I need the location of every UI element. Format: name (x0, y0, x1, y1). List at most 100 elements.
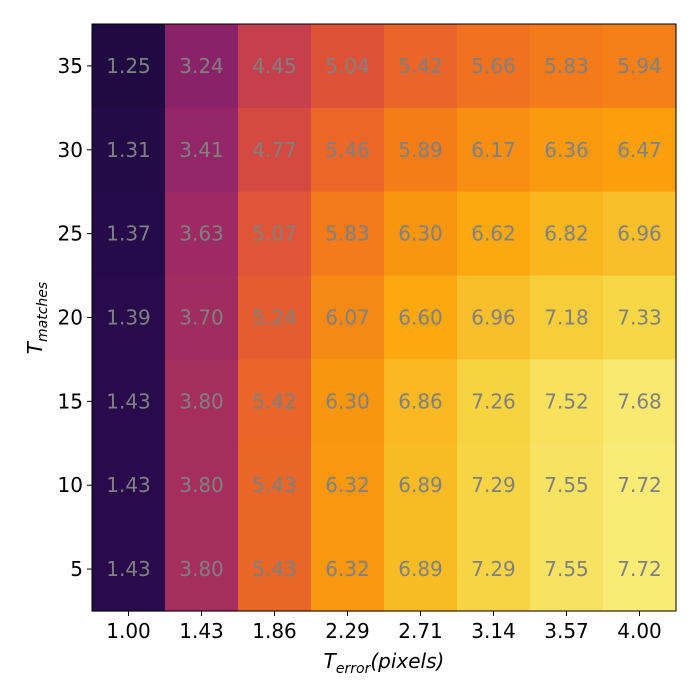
x-tick-label: 4.00 (617, 619, 662, 643)
y-tick-label: 5 (70, 557, 83, 581)
heatmap-cell (530, 24, 604, 109)
heatmap-cell (603, 443, 677, 528)
heatmap-cell (384, 527, 458, 612)
heatmap-cell (92, 107, 166, 193)
heatmap-cell (165, 275, 239, 361)
cell-labels: 1.25 3.24 4.45 5.04 5.42 5.66 5.83 5.94 1.31 3.41… (106, 54, 662, 581)
cell-value-label: 7.33 (617, 306, 662, 330)
heatmap-cell (238, 359, 312, 444)
y-tick-label: 10 (58, 473, 83, 497)
heatmap-cell (603, 527, 677, 612)
x-tick-label: 1.43 (179, 619, 224, 643)
cell-value-label: 7.52 (544, 389, 589, 413)
x-tick-label: 2.29 (325, 619, 370, 643)
y-tick-label: 35 (58, 54, 83, 78)
heatmap-cell (384, 443, 458, 528)
y-axis-ticks: 35 30 25 20 15 10 5 (58, 54, 92, 581)
cell-value-label: 7.72 (617, 473, 662, 497)
y-axis-title: Tmatches (23, 282, 51, 354)
heatmap-cell (457, 443, 531, 528)
heatmap-cell (384, 359, 458, 444)
cell-value-label: 6.30 (398, 222, 443, 246)
heatmap-cell (311, 359, 385, 444)
heatmap-cell (457, 191, 531, 277)
cell-value-label: 5.94 (617, 54, 662, 78)
heatmap-cell (92, 443, 166, 528)
heatmap-cell (92, 24, 166, 109)
heatmap-cell (530, 443, 604, 528)
cell-value-label: 7.55 (544, 473, 589, 497)
heatmap-cell (384, 107, 458, 193)
cell-value-label: 4.77 (252, 138, 297, 162)
cell-value-label: 6.17 (471, 138, 516, 162)
x-tick-label: 1.86 (252, 619, 297, 643)
cell-value-label: 5.83 (544, 54, 589, 78)
heatmap-cell (92, 359, 166, 444)
heatmap-cell (92, 275, 166, 361)
y-tick-label: 20 (58, 306, 83, 330)
cell-value-label: 6.96 (617, 222, 662, 246)
heatmap-cell (384, 275, 458, 361)
heatmap-cell (457, 275, 531, 361)
cell-value-label: 1.25 (106, 54, 151, 78)
x-tick-label: 3.57 (544, 619, 589, 643)
cell-value-label: 1.43 (106, 389, 151, 413)
heatmap-cell (457, 527, 531, 612)
cell-value-label: 1.43 (106, 473, 151, 497)
cell-value-label: 6.82 (544, 222, 589, 246)
heatmap-cell (457, 359, 531, 444)
x-tick-label: 3.14 (471, 619, 516, 643)
heatmap-cell (311, 191, 385, 277)
cell-value-label: 6.32 (325, 557, 370, 581)
cell-value-label: 6.89 (398, 473, 443, 497)
heatmap-cell (311, 527, 385, 612)
cell-value-label: 1.39 (106, 306, 151, 330)
heatmap-cell (457, 107, 531, 193)
cell-value-label: 5.24 (252, 306, 297, 330)
heatmap-cell (603, 24, 677, 109)
heatmap-cell (530, 359, 604, 444)
heatmap-cell (311, 443, 385, 528)
cell-value-label: 1.31 (106, 138, 151, 162)
heatmap-cell (530, 191, 604, 277)
y-tick-label: 15 (58, 389, 83, 413)
cell-value-label: 5.83 (325, 222, 370, 246)
heatmap-cells (92, 24, 677, 612)
cell-value-label: 1.37 (106, 222, 151, 246)
x-axis-ticks: 1.00 1.43 1.86 2.29 2.71 3.14 3.57 4.00 (106, 611, 662, 643)
heatmap-cell (238, 443, 312, 528)
heatmap-cell (92, 527, 166, 612)
heatmap-cell (457, 24, 531, 109)
cell-value-label: 6.30 (325, 389, 370, 413)
heatmap-cell (238, 275, 312, 361)
heatmap-cell (238, 24, 312, 109)
heatmap-cell (603, 191, 677, 277)
cell-value-label: 5.43 (252, 557, 297, 581)
cell-value-label: 5.42 (252, 389, 297, 413)
heatmap-cell (311, 107, 385, 193)
heatmap-cell (92, 191, 166, 277)
cell-value-label: 7.26 (471, 389, 516, 413)
cell-value-label: 5.46 (325, 138, 370, 162)
cell-value-label: 7.55 (544, 557, 589, 581)
cell-value-label: 6.86 (398, 389, 443, 413)
cell-value-label: 6.07 (325, 306, 370, 330)
cell-value-label: 3.63 (179, 222, 224, 246)
heatmap-cell (165, 107, 239, 193)
cell-value-label: 5.66 (471, 54, 516, 78)
cell-value-label: 6.96 (471, 306, 516, 330)
cell-value-label: 5.43 (252, 473, 297, 497)
heatmap-cell (165, 191, 239, 277)
heatmap-cell (603, 275, 677, 361)
cell-value-label: 6.36 (544, 138, 589, 162)
cell-value-label: 5.07 (252, 222, 297, 246)
cell-value-label: 6.89 (398, 557, 443, 581)
heatmap-cell (530, 275, 604, 361)
heatmap-cell (165, 359, 239, 444)
heatmap-cell (603, 107, 677, 193)
cell-value-label: 3.41 (179, 138, 224, 162)
cell-value-label: 3.80 (179, 557, 224, 581)
heatmap-cell (165, 527, 239, 612)
y-tick-label: 25 (58, 222, 83, 246)
